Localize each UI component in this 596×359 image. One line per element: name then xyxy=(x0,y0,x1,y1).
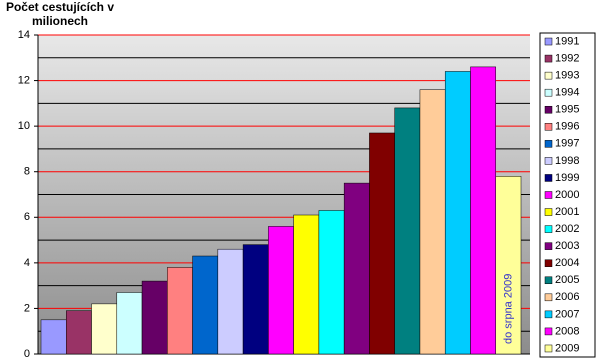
bar xyxy=(141,280,168,355)
legend-swatch xyxy=(544,174,553,182)
bar xyxy=(40,319,67,355)
legend-swatch xyxy=(544,37,553,46)
y-tick-label: 6 xyxy=(24,211,30,223)
legend-label: 2000 xyxy=(555,189,579,201)
bar xyxy=(217,248,244,355)
y-tick-label: 4 xyxy=(24,257,30,269)
legend-label: 1997 xyxy=(555,138,579,150)
legend-swatch xyxy=(544,71,553,80)
y-tick-label: 12 xyxy=(18,74,30,86)
legend-swatch xyxy=(544,157,553,165)
legend-label: 1998 xyxy=(555,155,579,167)
legend-label: 2002 xyxy=(555,223,579,235)
y-tick-label: 14 xyxy=(18,29,30,41)
legend-swatch xyxy=(544,327,553,336)
bar xyxy=(444,71,471,355)
legend-swatch xyxy=(544,276,553,285)
bar xyxy=(167,267,193,355)
annotation: do srpna 2009 xyxy=(502,274,514,344)
bar xyxy=(268,226,294,355)
legend-swatch xyxy=(544,242,553,250)
legend-label: 1994 xyxy=(555,87,579,99)
legend-swatch xyxy=(544,208,553,216)
legend-label: 2008 xyxy=(555,325,579,337)
legend-swatch xyxy=(544,344,553,353)
legend-label: 2009 xyxy=(555,342,579,354)
y-tick-label: 10 xyxy=(18,120,30,132)
legend-label: 2003 xyxy=(555,240,579,252)
legend-swatch xyxy=(544,54,553,63)
legend-swatch xyxy=(544,123,553,131)
legend-swatch xyxy=(544,293,553,302)
bar xyxy=(91,303,118,355)
bar xyxy=(242,244,269,355)
legend-label: 2007 xyxy=(555,308,579,320)
legend-label: 2004 xyxy=(555,257,579,269)
legend-label: 1995 xyxy=(555,104,579,116)
bar xyxy=(369,132,395,355)
legend-label: 2006 xyxy=(555,291,579,303)
bar xyxy=(66,310,92,355)
legend-label: 1993 xyxy=(555,70,579,82)
legend-swatch xyxy=(544,310,553,319)
bar xyxy=(116,292,143,355)
legend-swatch xyxy=(544,105,553,114)
bar xyxy=(470,66,496,355)
legend-label: 1996 xyxy=(555,121,579,133)
legend-label: 1991 xyxy=(555,35,579,47)
bar xyxy=(419,89,446,355)
legend-swatch xyxy=(544,259,553,267)
y-tick-label: 2 xyxy=(24,302,30,314)
legend-label: 2001 xyxy=(555,206,579,218)
bar xyxy=(192,255,219,355)
legend-label: 2005 xyxy=(555,274,579,286)
bar xyxy=(343,182,370,355)
legend-label: 1999 xyxy=(555,172,579,184)
y-tick-label: 0 xyxy=(24,348,30,359)
legend-label: 1992 xyxy=(555,52,579,64)
chart-title: Počet cestujících v milionech xyxy=(5,0,115,28)
y-tick-label: 8 xyxy=(24,166,30,178)
legend-swatch xyxy=(544,88,553,97)
bar xyxy=(394,107,421,355)
bar xyxy=(318,210,345,355)
legend-swatch xyxy=(544,225,553,233)
bar xyxy=(495,176,522,355)
legend-swatch xyxy=(544,191,553,199)
bar xyxy=(293,214,320,355)
legend-swatch xyxy=(544,140,553,148)
